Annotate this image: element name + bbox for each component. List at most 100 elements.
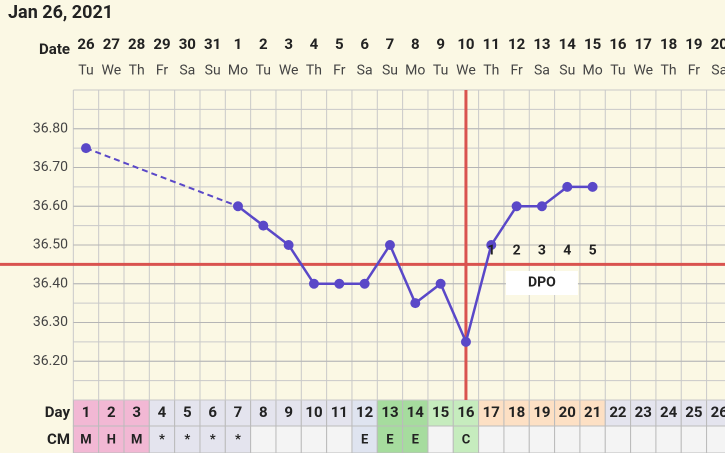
cm-value: E <box>386 432 394 447</box>
dpo-label: DPO <box>528 275 556 291</box>
cm-cell <box>452 425 480 453</box>
weekday-label: Fr <box>156 63 169 79</box>
date-label: 30 <box>179 35 196 53</box>
date-label: 12 <box>508 35 526 53</box>
date-label: Date <box>39 40 70 58</box>
date-label: 19 <box>685 35 702 53</box>
cm-cell <box>604 425 632 453</box>
cm-cell <box>554 425 581 453</box>
temp-point <box>410 298 421 309</box>
weekday-label: Tu <box>256 63 271 79</box>
date-label: 29 <box>153 35 170 53</box>
cm-cell <box>98 425 125 453</box>
day-number: 10 <box>305 403 322 421</box>
weekday-label: Su <box>559 63 575 79</box>
day-number: 4 <box>158 403 167 421</box>
temp-point <box>308 278 319 289</box>
date-label: 31 <box>204 35 221 53</box>
weekday-label: Sa <box>179 63 195 79</box>
temp-point <box>258 220 269 231</box>
cm-cell <box>427 425 454 453</box>
date-label: 14 <box>559 35 577 53</box>
weekday-label: Th <box>306 63 322 79</box>
cm-cell <box>300 425 328 453</box>
day-number: 22 <box>609 403 627 421</box>
day-cell <box>250 399 277 427</box>
day-number: 7 <box>234 403 243 421</box>
temp-point <box>334 278 345 289</box>
weekday-label: Mo <box>582 63 602 79</box>
day-number: 25 <box>685 403 702 421</box>
date-label: 4 <box>310 35 319 53</box>
cm-value: * <box>184 432 190 447</box>
cm-cell <box>528 425 556 453</box>
day-number: 9 <box>284 403 293 421</box>
date-label: 1 <box>234 35 243 53</box>
date-label: 18 <box>660 35 677 53</box>
day-number: 15 <box>432 403 449 421</box>
temp-point <box>359 278 370 289</box>
y-tick-label: 36.80 <box>33 120 68 136</box>
weekday-label: Sa <box>534 63 550 79</box>
y-tick-label: 36.40 <box>33 275 68 291</box>
date-label: 11 <box>483 35 500 53</box>
temp-point <box>384 240 395 250</box>
day-number: 17 <box>483 403 500 421</box>
temp-point <box>562 181 573 192</box>
date-label: 7 <box>386 35 395 53</box>
cm-value: * <box>210 432 216 447</box>
date-label: 3 <box>284 35 293 53</box>
temp-point <box>232 201 243 212</box>
cm-cell <box>326 425 353 453</box>
cm-cell <box>72 425 100 453</box>
cm-value: E <box>412 432 420 447</box>
cm-cell <box>503 425 530 453</box>
day-cell <box>275 399 302 427</box>
day-number: 19 <box>533 403 550 421</box>
dpo-number: 5 <box>589 243 597 259</box>
date-label: 20 <box>711 35 725 53</box>
cm-value: M <box>80 432 91 447</box>
weekday-label: Fr <box>333 63 346 79</box>
day-cell <box>174 399 201 427</box>
day-number: 2 <box>107 403 116 421</box>
date-label: 2 <box>259 35 268 53</box>
cm-cell <box>148 425 176 453</box>
weekday-label: Tu <box>433 63 448 79</box>
day-number: 8 <box>259 403 268 421</box>
y-tick-label: 36.50 <box>33 237 68 253</box>
date-label: 8 <box>411 35 420 53</box>
gap-connector <box>85 147 239 208</box>
day-number: 12 <box>356 403 374 421</box>
cm-cell <box>250 425 277 453</box>
y-tick-label: 36.20 <box>33 353 68 369</box>
date-label: 15 <box>584 35 601 53</box>
cm-value: C <box>462 432 471 447</box>
weekday-label: Sa <box>357 63 373 79</box>
cm-cell <box>680 425 708 453</box>
chart-title: Jan 26, 2021 <box>8 2 113 23</box>
weekday-label: Su <box>382 63 398 79</box>
temp-point <box>486 240 497 250</box>
weekday-label: Tu <box>78 63 93 79</box>
temp-point <box>587 181 598 192</box>
day-number: 26 <box>711 403 725 421</box>
cm-label: CM <box>47 430 70 448</box>
day-number: 18 <box>508 403 525 421</box>
weekday-label: Fr <box>510 63 523 79</box>
day-number: 21 <box>584 403 601 421</box>
temp-point <box>435 278 446 289</box>
cm-cell <box>275 425 302 453</box>
y-tick-label: 36.70 <box>33 159 68 175</box>
weekday-label: We <box>633 63 653 79</box>
temp-point <box>460 336 471 347</box>
weekday-label: We <box>102 63 122 79</box>
cm-cell <box>706 425 725 453</box>
weekday-label: Su <box>205 63 221 79</box>
day-number: 13 <box>381 403 398 421</box>
temp-point <box>283 240 294 250</box>
dpo-number: 4 <box>563 243 571 259</box>
day-number: 5 <box>183 403 192 421</box>
date-label: 17 <box>635 35 652 53</box>
date-label: 13 <box>533 35 550 53</box>
